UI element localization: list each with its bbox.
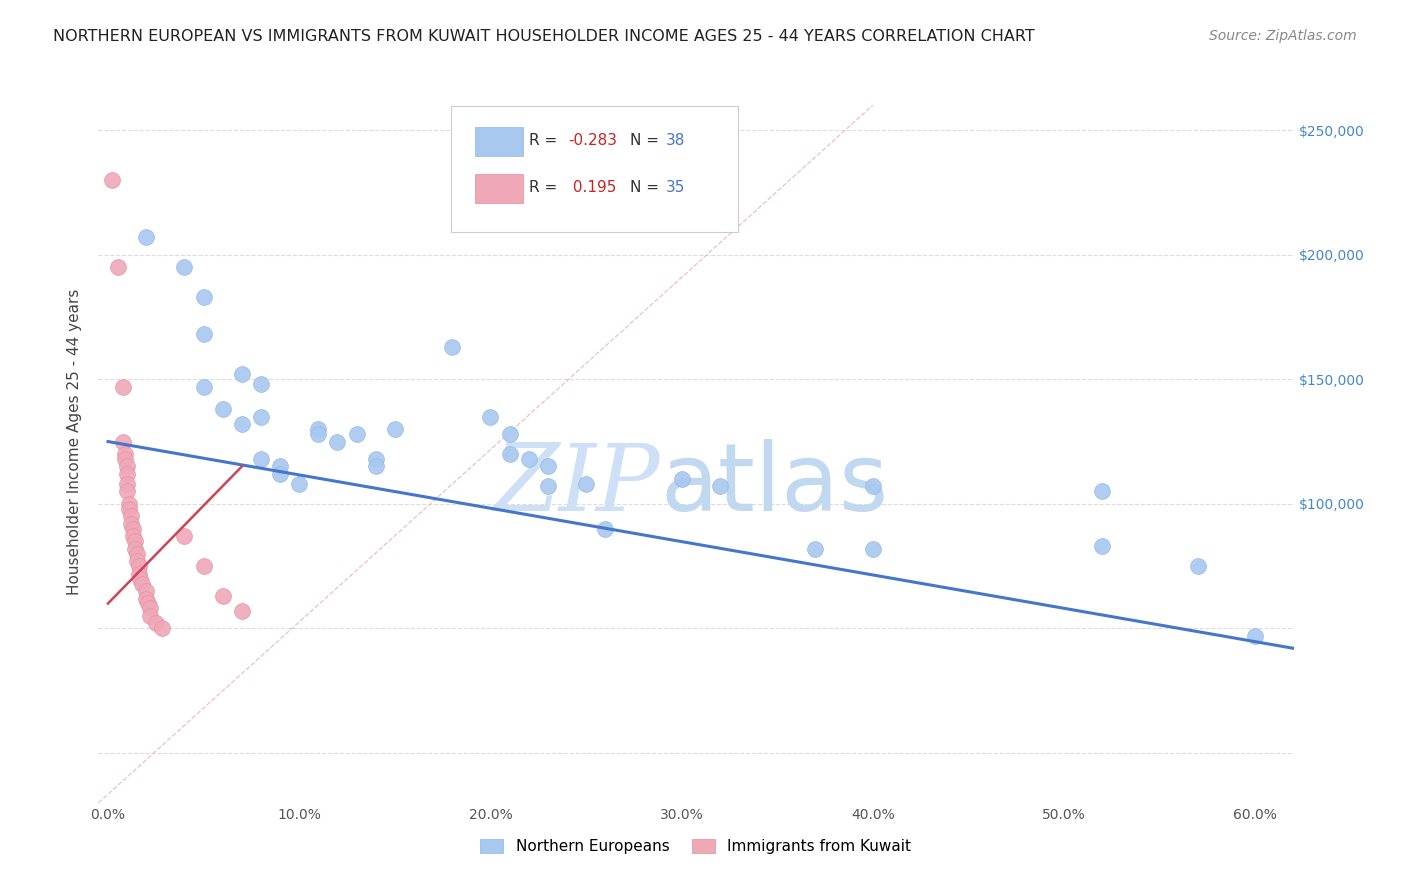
- Point: [115, 476, 138, 491]
- Point: [145, 616, 167, 631]
- Bar: [475, 128, 523, 156]
- Point: [1091, 484, 1114, 499]
- Point: [115, 467, 138, 481]
- Point: [129, 572, 152, 586]
- FancyBboxPatch shape: [451, 105, 738, 232]
- Point: [288, 476, 311, 491]
- Point: [211, 402, 233, 417]
- Point: [231, 368, 253, 382]
- Point: [193, 290, 215, 304]
- Text: Source: ZipAtlas.com: Source: ZipAtlas.com: [1209, 29, 1357, 43]
- Text: atlas: atlas: [661, 439, 889, 531]
- Point: [498, 427, 520, 442]
- Text: 0.195: 0.195: [568, 179, 616, 194]
- Point: [364, 452, 387, 467]
- Point: [128, 566, 150, 581]
- Point: [1187, 559, 1209, 574]
- Point: [193, 380, 215, 394]
- Point: [441, 340, 464, 354]
- Point: [121, 529, 143, 543]
- Text: R =: R =: [529, 179, 562, 194]
- Point: [250, 377, 273, 392]
- Point: [269, 459, 291, 474]
- Point: [537, 459, 560, 474]
- Point: [1244, 629, 1267, 643]
- Point: [173, 529, 195, 543]
- Text: NORTHERN EUROPEAN VS IMMIGRANTS FROM KUWAIT HOUSEHOLDER INCOME AGES 25 - 44 YEAR: NORTHERN EUROPEAN VS IMMIGRANTS FROM KUW…: [53, 29, 1035, 44]
- Point: [118, 497, 141, 511]
- Point: [862, 479, 884, 493]
- Y-axis label: Householder Income Ages 25 - 44 years: Householder Income Ages 25 - 44 years: [67, 288, 83, 595]
- Bar: [475, 174, 523, 203]
- Point: [121, 522, 143, 536]
- Point: [101, 173, 124, 187]
- Text: R =: R =: [529, 133, 562, 148]
- Point: [193, 327, 215, 342]
- Point: [211, 589, 233, 603]
- Point: [537, 479, 560, 493]
- Point: [346, 427, 368, 442]
- Point: [150, 621, 173, 635]
- Point: [139, 609, 162, 624]
- Point: [128, 559, 150, 574]
- Point: [384, 422, 406, 436]
- Point: [804, 541, 827, 556]
- Point: [709, 479, 731, 493]
- Point: [139, 601, 162, 615]
- Point: [517, 452, 540, 467]
- Point: [115, 459, 138, 474]
- Point: [250, 409, 273, 424]
- Point: [135, 230, 157, 244]
- Point: [231, 417, 253, 431]
- Text: -0.283: -0.283: [568, 133, 617, 148]
- Point: [307, 427, 329, 442]
- Text: N =: N =: [630, 179, 664, 194]
- Point: [125, 547, 148, 561]
- Point: [135, 584, 157, 599]
- Point: [307, 422, 329, 436]
- Point: [269, 467, 291, 481]
- Text: 35: 35: [666, 179, 686, 194]
- Point: [124, 534, 146, 549]
- Point: [125, 554, 148, 568]
- Point: [107, 260, 129, 274]
- Point: [231, 604, 253, 618]
- Point: [114, 452, 136, 467]
- Point: [575, 476, 598, 491]
- Point: [193, 559, 215, 574]
- Point: [136, 597, 159, 611]
- Point: [112, 380, 135, 394]
- Point: [124, 541, 146, 556]
- Point: [498, 447, 520, 461]
- Point: [250, 452, 273, 467]
- Point: [593, 522, 616, 536]
- Legend: Northern Europeans, Immigrants from Kuwait: Northern Europeans, Immigrants from Kuwa…: [474, 833, 918, 860]
- Point: [114, 447, 136, 461]
- Point: [479, 409, 502, 424]
- Point: [120, 516, 142, 531]
- Point: [135, 591, 157, 606]
- Point: [115, 484, 138, 499]
- Point: [118, 501, 141, 516]
- Point: [131, 576, 153, 591]
- Point: [364, 459, 387, 474]
- Point: [112, 434, 135, 449]
- Point: [1091, 539, 1114, 553]
- Text: N =: N =: [630, 133, 664, 148]
- Point: [120, 509, 142, 524]
- Text: 38: 38: [666, 133, 686, 148]
- Point: [173, 260, 195, 274]
- Point: [326, 434, 349, 449]
- Text: ZIP: ZIP: [494, 440, 661, 530]
- Point: [671, 472, 693, 486]
- Point: [862, 541, 884, 556]
